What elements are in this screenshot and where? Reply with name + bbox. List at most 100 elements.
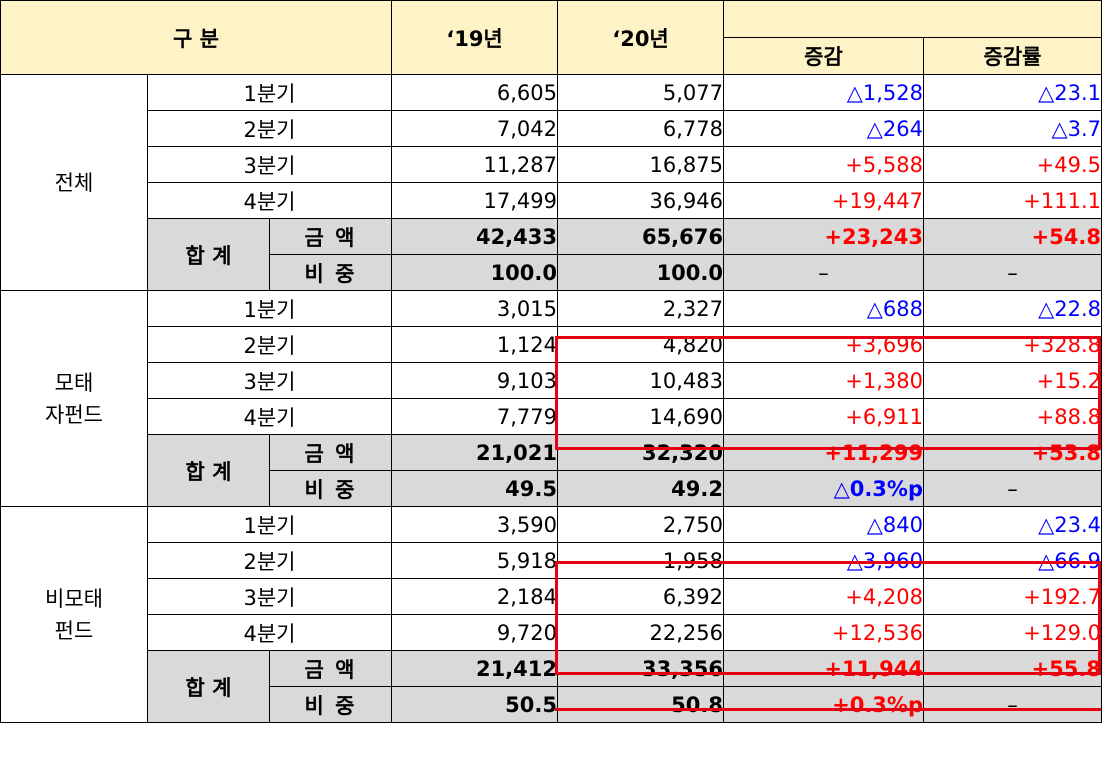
value-change: +12,536 (723, 614, 924, 651)
value-y20: 10,483 (557, 362, 724, 399)
value-rate: +15.2 (923, 362, 1102, 399)
quarter-label: 1분기 (147, 74, 392, 111)
quarter-label: 1분기 (147, 506, 392, 543)
table-row-amount: 합 계 금 액 42,433 65,676 +23,243 +54.8 (1, 218, 1102, 291)
value-y19: 7,779 (391, 398, 558, 435)
share-label: 비 중 (269, 686, 392, 723)
value-rate: +53.8 (923, 434, 1102, 471)
value-rate: +55.8 (923, 650, 1102, 687)
value-rate: – (923, 254, 1102, 291)
value-y19: 1,124 (391, 326, 558, 363)
value-y20: 6,392 (557, 578, 724, 615)
table-row: 2분기 7,042 6,778 △264 △3.7 (1, 110, 1102, 147)
value-change: +4,208 (723, 578, 924, 615)
value-change: +3,696 (723, 326, 924, 363)
header-year19: ‘19년 (391, 0, 558, 75)
value-change: +23,243 (723, 218, 924, 255)
value-y19: 42,433 (391, 218, 558, 255)
table-row-amount: 합 계 금 액 21,412 33,356 +11,944 +55.8 (1, 650, 1102, 723)
value-change: +1,380 (723, 362, 924, 399)
amount-label: 금 액 (269, 434, 392, 471)
table-row-amount: 합 계 금 액 21,021 32,320 +11,299 +53.8 (1, 434, 1102, 507)
quarter-label: 1분기 (147, 290, 392, 327)
sum-label: 합 계 (147, 434, 270, 507)
value-y19: 9,103 (391, 362, 558, 399)
header-category: 구 분 (0, 0, 392, 75)
value-y19: 9,720 (391, 614, 558, 651)
quarter-label: 4분기 (147, 182, 392, 219)
value-change: +19,447 (723, 182, 924, 219)
value-y19: 3,590 (391, 506, 558, 543)
value-rate: +192.7 (923, 578, 1102, 615)
value-y20: 32,320 (557, 434, 724, 471)
value-change: △1,528 (723, 74, 924, 111)
quarter-label: 4분기 (147, 398, 392, 435)
value-y19: 11,287 (391, 146, 558, 183)
value-y19: 21,021 (391, 434, 558, 471)
table-row-share: 비 중 100.0 100.0 – – (1, 254, 1102, 291)
quarter-label: 3분기 (147, 362, 392, 399)
value-change: △688 (723, 290, 924, 327)
group-label-non-mother-fund: 비모태 펀드 (0, 506, 148, 723)
value-rate: +54.8 (923, 218, 1102, 255)
table-row: 4분기 9,720 22,256 +12,536 +129.0 (1, 614, 1102, 651)
value-change: +0.3%p (723, 686, 924, 723)
value-change: +11,944 (723, 650, 924, 687)
share-label: 비 중 (269, 470, 392, 507)
value-rate: △3.7 (923, 110, 1102, 147)
fund-comparison-table: 구 분 ‘19년 ‘20년 증감 증감률 전체 1분기 6,605 5,077 … (0, 0, 1102, 723)
value-change: △840 (723, 506, 924, 543)
value-rate: +129.0 (923, 614, 1102, 651)
table-row: 4분기 17,499 36,946 +19,447 +111.1 (1, 182, 1102, 219)
table-row: 모태 자펀드 1분기 3,015 2,327 △688 △22.8 (0, 290, 1102, 507)
value-change: +6,911 (723, 398, 924, 435)
value-y19: 6,605 (391, 74, 558, 111)
header-year20: ‘20년 (557, 0, 724, 75)
value-y20: 33,356 (557, 650, 724, 687)
value-change: △0.3%p (723, 470, 924, 507)
share-label: 비 중 (269, 254, 392, 291)
table-row: 3분기 11,287 16,875 +5,588 +49.5 (1, 146, 1102, 183)
value-y20: 100.0 (557, 254, 724, 291)
value-y20: 2,327 (557, 290, 724, 327)
group-label-line2: 자펀드 (45, 402, 103, 427)
value-y19: 7,042 (391, 110, 558, 147)
header-change-rate: 증감률 (923, 37, 1102, 75)
value-y19: 2,184 (391, 578, 558, 615)
quarter-label: 3분기 (147, 146, 392, 183)
value-y20: 36,946 (557, 182, 724, 219)
value-y20: 14,690 (557, 398, 724, 435)
value-change: +5,588 (723, 146, 924, 183)
value-y20: 1,958 (557, 542, 724, 579)
value-rate: △66.9 (923, 542, 1102, 579)
value-y20: 6,778 (557, 110, 724, 147)
table-row-share: 비 중 49.5 49.2 △0.3%p – (1, 470, 1102, 507)
value-y19: 3,015 (391, 290, 558, 327)
value-rate: △22.8 (923, 290, 1102, 327)
quarter-label: 4분기 (147, 614, 392, 651)
table-row: 3분기 2,184 6,392 +4,208 +192.7 (1, 578, 1102, 615)
value-rate: +111.1 (923, 182, 1102, 219)
group-label-line1: 모태 (54, 370, 94, 395)
value-y19: 5,918 (391, 542, 558, 579)
quarter-label: 2분기 (147, 326, 392, 363)
header-spacer (723, 0, 1102, 38)
value-y20: 2,750 (557, 506, 724, 543)
table-row: 4분기 7,779 14,690 +6,911 +88.8 (1, 398, 1102, 435)
table-row: 전체 1분기 6,605 5,077 △1,528 △23.1 (0, 74, 1102, 291)
value-change: +11,299 (723, 434, 924, 471)
value-y19: 50.5 (391, 686, 558, 723)
value-y20: 22,256 (557, 614, 724, 651)
table-row: 2분기 5,918 1,958 △3,960 △66.9 (1, 542, 1102, 579)
table-row: 2분기 1,124 4,820 +3,696 +328.8 (1, 326, 1102, 363)
quarter-label: 3분기 (147, 578, 392, 615)
value-rate: – (923, 686, 1102, 723)
value-y20: 50.8 (557, 686, 724, 723)
sum-label: 합 계 (147, 650, 270, 723)
group-label-total: 전체 (0, 74, 148, 291)
quarter-label: 2분기 (147, 110, 392, 147)
sum-label: 합 계 (147, 218, 270, 291)
value-rate: +88.8 (923, 398, 1102, 435)
value-rate: +49.5 (923, 146, 1102, 183)
table-row: 3분기 9,103 10,483 +1,380 +15.2 (1, 362, 1102, 399)
